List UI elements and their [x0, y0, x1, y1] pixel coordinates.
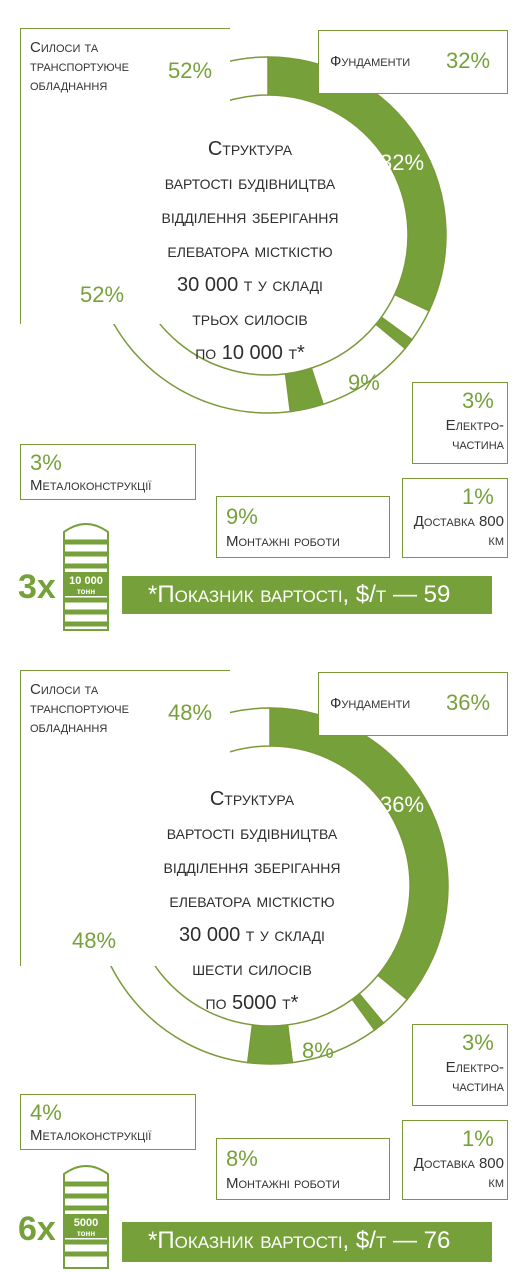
- electrical-label: Електро-частина: [445, 1059, 504, 1095]
- title-line: 30 000 т у складі: [177, 274, 323, 296]
- installation-label: Монтажні роботи: [226, 533, 340, 550]
- cost-indicator-bar: *Показник вартості, $/т — 59: [122, 576, 492, 614]
- delivery-label-box: [402, 478, 508, 558]
- title-line: відділення зберігання: [161, 206, 339, 228]
- installation-label-box: [216, 1138, 390, 1200]
- title-line: вартості будівництва: [164, 172, 336, 194]
- metal-label: Металоконструкції: [30, 477, 152, 494]
- chart-title: Структура вартості будівництва відділенн…: [130, 132, 370, 370]
- foundations-percent: 36%: [446, 690, 491, 715]
- silos-label-box: [20, 670, 230, 966]
- title-line: вартості будівництва: [166, 822, 338, 844]
- title-line: по 5000 т*: [205, 992, 299, 1014]
- silos-ring-percent: 48%: [72, 928, 117, 953]
- title-line: елеватора місткістю: [167, 240, 333, 262]
- title-line: елеватора місткістю: [169, 890, 335, 912]
- chart-panel-2: Силоси та транспортуюче обладнання 48% Ф…: [0, 636, 527, 1272]
- metal-percent: 4%: [30, 1100, 62, 1125]
- silo-unit: тонн: [77, 1229, 96, 1238]
- silo-capacity: 5000: [74, 1217, 98, 1229]
- installation-percent: 8%: [226, 1146, 258, 1171]
- installation-label: Монтажні роботи: [226, 1175, 340, 1192]
- delivery-percent: 1%: [462, 484, 494, 509]
- delivery-label-box: [402, 1120, 508, 1200]
- delivery-label: Доставка 800 км: [413, 513, 504, 549]
- metal-label-box: [20, 444, 196, 500]
- silos-label-box: [20, 28, 230, 324]
- title-line: 30 000 т у складі: [179, 924, 325, 946]
- foundations-label: Фундаменти: [330, 53, 411, 70]
- silo-icon: 5000 тонн: [63, 1165, 109, 1269]
- installation-percent: 9%: [226, 504, 258, 529]
- title-line: трьох силосів: [192, 308, 308, 330]
- delivery-label: Доставка 800 км: [413, 1155, 504, 1191]
- title-line: шести силосів: [192, 958, 312, 980]
- title-line: по 10 000 т*: [195, 342, 305, 364]
- cost-indicator-bar: *Показник вартості, $/т — 76: [122, 1222, 492, 1262]
- silos-label: Силоси та транспортуюче обладнання: [30, 681, 129, 736]
- installation-label-box: [216, 496, 390, 558]
- chart-title: Структура вартості будівництва відділенн…: [132, 782, 372, 1020]
- foundations-ring-percent: 32%: [380, 150, 425, 175]
- silo-count: 6x: [18, 1210, 56, 1248]
- installation-ring-percent: 8%: [302, 1038, 334, 1063]
- foundations-label-box: [318, 30, 508, 94]
- electrical-label: Електро-частина: [445, 417, 504, 453]
- silo-capacity: 10 000: [69, 575, 103, 587]
- title-line: Структура: [207, 138, 293, 160]
- metal-label-box: [20, 1094, 196, 1150]
- silos-label: Силоси та транспортуюче обладнання: [30, 39, 129, 94]
- electrical-percent: 3%: [462, 1030, 494, 1055]
- electrical-label-box: [412, 382, 508, 464]
- silos-percent: 48%: [168, 700, 213, 725]
- foundations-label-box: [318, 672, 508, 736]
- silos-percent: 52%: [168, 58, 213, 83]
- title-line: Структура: [209, 788, 295, 810]
- silo-unit: тонн: [77, 587, 96, 596]
- installation-ring-percent: 9%: [348, 370, 380, 395]
- electrical-label-box: [412, 1024, 508, 1106]
- silo-count: 3x: [18, 568, 56, 606]
- foundations-ring-percent: 36%: [380, 792, 425, 817]
- silo-icon: 10 000 тонн: [63, 523, 109, 631]
- metal-label: Металоконструкції: [30, 1127, 152, 1144]
- electrical-percent: 3%: [462, 388, 494, 413]
- silos-ring-percent: 52%: [80, 282, 125, 307]
- title-line: відділення зберігання: [163, 856, 341, 878]
- delivery-percent: 1%: [462, 1126, 494, 1151]
- foundations-percent: 32%: [446, 48, 491, 73]
- metal-percent: 3%: [30, 450, 62, 475]
- foundations-label: Фундаменти: [330, 695, 411, 712]
- donut-slice-metal: [246, 1024, 294, 1065]
- chart-panel-1: Силоси та транспортуюче обладнання 52% Ф…: [0, 0, 527, 636]
